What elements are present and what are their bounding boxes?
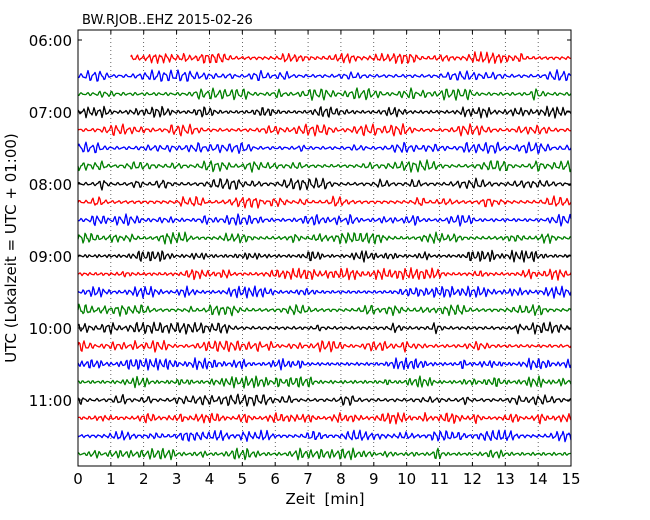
trace-line <box>77 231 572 245</box>
plot-frame <box>77 29 572 467</box>
y-tick-label: 11:00 <box>29 392 72 410</box>
x-tick-label: 6 <box>270 470 280 488</box>
x-tick-label: 1 <box>106 470 116 488</box>
x-axis: 0 1 2 3 4 5 6 7 8 9 10 11 12 13 14 15 <box>73 30 581 488</box>
y-tick-label: 09:00 <box>29 248 72 266</box>
trace-line <box>77 303 572 317</box>
x-axis-label: Zeit [min] <box>285 490 364 508</box>
trace-line <box>77 195 572 209</box>
x-tick-label: 0 <box>73 470 83 488</box>
trace-line <box>130 51 572 65</box>
x-tick-label: 2 <box>139 470 149 488</box>
trace-line <box>77 267 572 281</box>
x-tick-label: 5 <box>238 470 248 488</box>
trace-line <box>77 393 572 407</box>
trace-line <box>78 87 572 101</box>
trace-line <box>77 123 572 137</box>
trace-line <box>77 249 572 263</box>
x-tick-label: 3 <box>172 470 182 488</box>
trace-line <box>77 285 572 299</box>
x-tick-label: 14 <box>529 470 548 488</box>
y-tick-label: 06:00 <box>29 32 72 50</box>
x-tick-label: 10 <box>397 470 416 488</box>
trace-line <box>77 357 572 371</box>
x-tick-label: 15 <box>561 470 580 488</box>
trace-line <box>77 141 572 155</box>
trace-line <box>77 411 572 425</box>
trace-line <box>77 69 572 82</box>
trace-line <box>77 447 572 461</box>
trace-line <box>77 159 572 173</box>
grid-layer <box>110 30 539 466</box>
trace-line <box>77 321 572 335</box>
trace-layer <box>77 51 572 461</box>
trace-line <box>77 429 572 443</box>
trace-line <box>77 375 572 389</box>
y-tick-label: 08:00 <box>29 176 72 194</box>
x-tick-label: 13 <box>496 470 515 488</box>
x-tick-label: 9 <box>369 470 379 488</box>
x-tick-label: 12 <box>463 470 482 488</box>
x-tick-label: 4 <box>205 470 215 488</box>
x-tick-label: 7 <box>303 470 313 488</box>
y-axis: 06:00 07:00 08:00 09:00 10:00 11:00 <box>29 32 571 410</box>
trace-line <box>77 177 572 191</box>
x-tick-label: 11 <box>430 470 449 488</box>
trace-line <box>77 339 572 353</box>
trace-line <box>77 105 572 119</box>
x-tick-label: 8 <box>336 470 346 488</box>
trace-line <box>77 213 572 227</box>
y-tick-label: 10:00 <box>29 320 72 338</box>
y-axis-label: UTC (Lokalzeit = UTC + 01:00) <box>2 133 20 363</box>
chart-title: BW.RJOB..EHZ 2015-02-26 <box>82 13 253 28</box>
y-tick-label: 07:00 <box>29 104 72 122</box>
